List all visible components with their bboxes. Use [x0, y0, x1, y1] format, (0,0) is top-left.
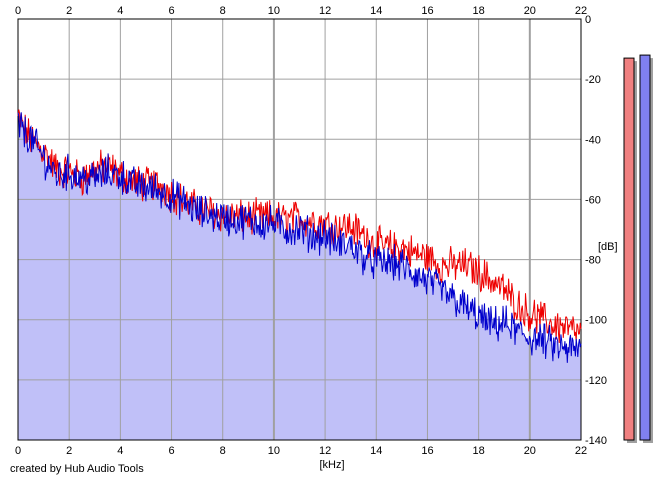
x-tick-label-top: 8: [220, 5, 226, 17]
x-tick-label-bottom: 0: [15, 445, 21, 457]
x-tick-label-top: 12: [319, 5, 331, 17]
x-tick-label-bottom: 14: [370, 445, 382, 457]
x-tick-label-bottom: 12: [319, 445, 331, 457]
plot-border: [17, 18, 582, 441]
y-tick-label: -80: [585, 255, 601, 267]
x-tick-label-top: 16: [421, 5, 433, 17]
x-tick-label-top: 10: [268, 5, 280, 17]
x-tick-label-bottom: 20: [524, 445, 536, 457]
x-tick-label-bottom: 16: [421, 445, 433, 457]
meter-blue-bar: [639, 54, 651, 441]
y-tick-label: -60: [585, 194, 601, 206]
y-tick-label: -140: [585, 435, 607, 447]
tick-labels: 002244668810101212141416161818202022220-…: [15, 5, 607, 457]
y-axis-label: [dB]: [598, 241, 618, 253]
x-tick-label-top: 0: [15, 5, 21, 17]
x-tick-label-bottom: 8: [220, 445, 226, 457]
x-tick-label-top: 18: [473, 5, 485, 17]
x-tick-label-top: 14: [370, 5, 382, 17]
series-blue-line: [17, 112, 582, 363]
y-tick-label: 0: [585, 14, 591, 26]
spectrum-fill-area: [18, 118, 581, 440]
x-tick-label-bottom: 2: [66, 445, 72, 457]
grid-lines: [17, 18, 582, 441]
x-tick-label-bottom: 22: [575, 445, 587, 457]
series-lines: [17, 109, 582, 363]
y-tick-label: -100: [585, 315, 607, 327]
x-tick-label-top: 22: [575, 5, 587, 17]
x-tick-label-top: 4: [117, 5, 123, 17]
y-tick-label: -40: [585, 134, 601, 146]
x-axis-label: [kHz]: [319, 459, 344, 471]
x-tick-label-top: 2: [66, 5, 72, 17]
y-tick-label: -20: [585, 74, 601, 86]
x-tick-label-bottom: 6: [168, 445, 174, 457]
credit-text: created by Hub Audio Tools: [10, 463, 144, 475]
level-meters: [623, 54, 653, 443]
x-tick-label-bottom: 18: [473, 445, 485, 457]
x-tick-label-bottom: 10: [268, 445, 280, 457]
x-tick-label-top: 20: [524, 5, 536, 17]
y-tick-label: -120: [585, 375, 607, 387]
x-tick-label-bottom: 4: [117, 445, 123, 457]
x-tick-label-top: 6: [168, 5, 174, 17]
meter-red-bar: [623, 57, 635, 441]
